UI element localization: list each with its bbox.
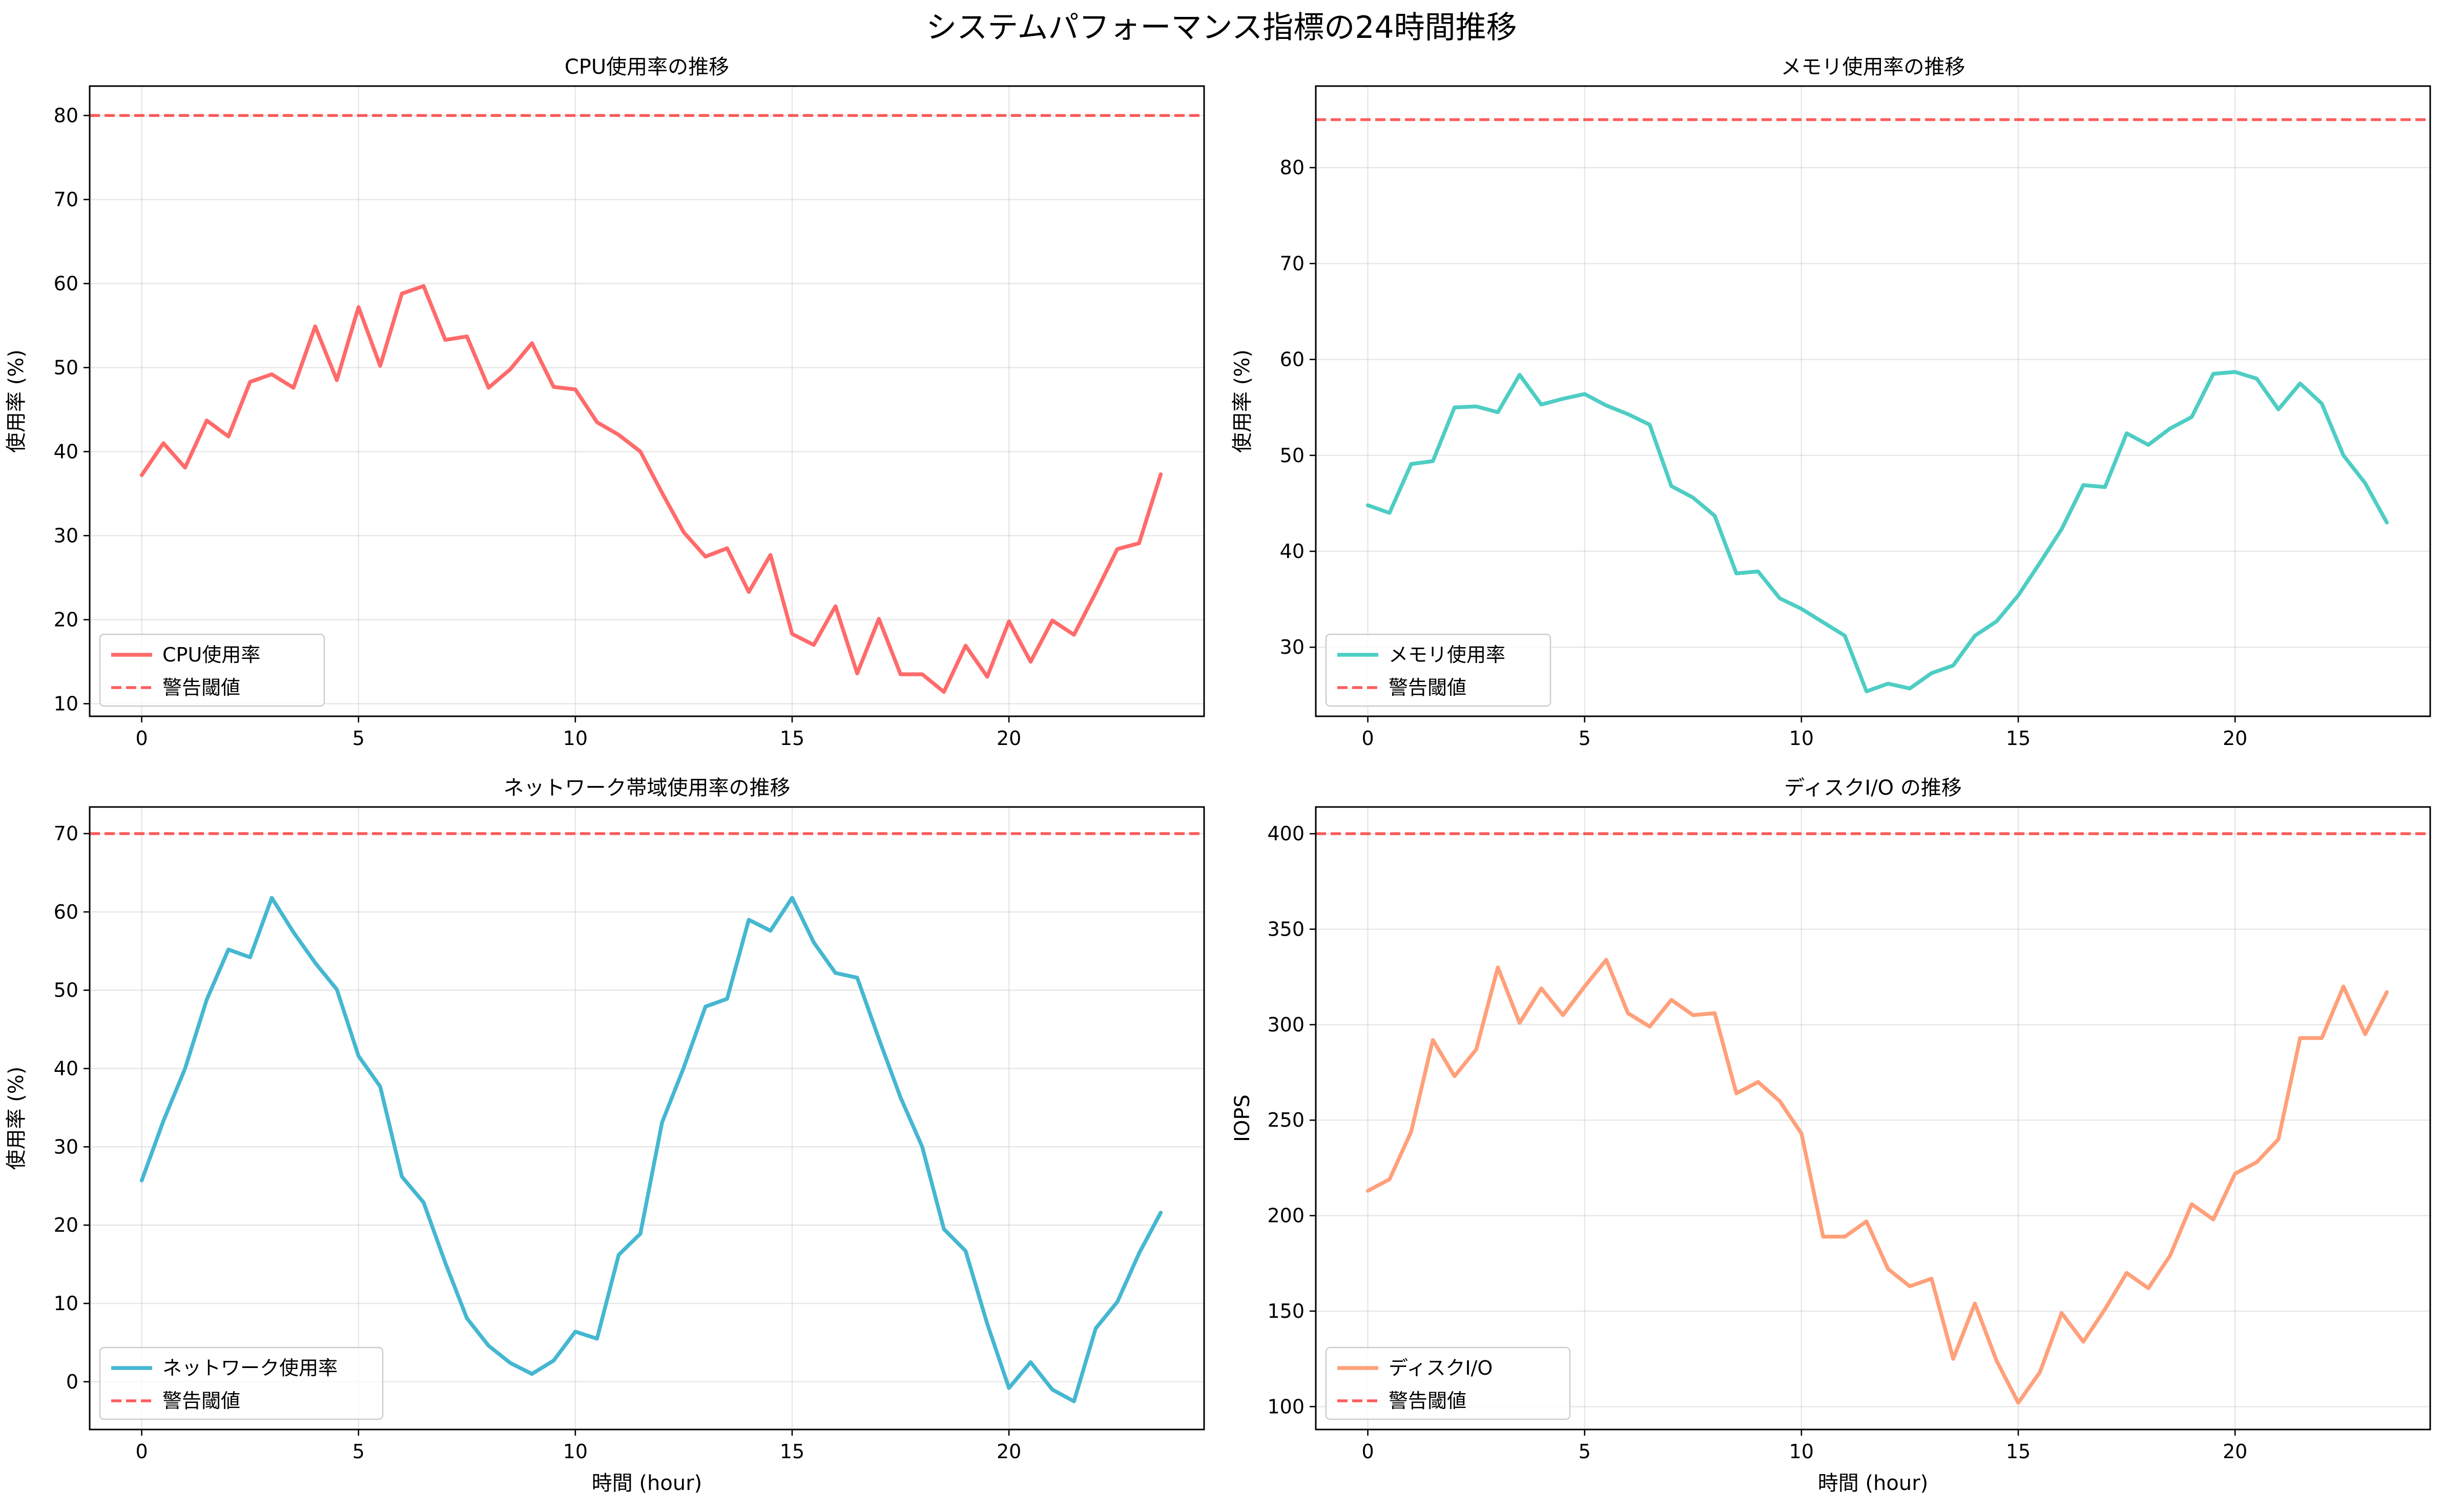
y-tick-label: 50 (54, 979, 78, 1002)
y-tick-label: 20 (54, 1214, 78, 1236)
legend-box (1325, 1347, 1571, 1420)
x-tick-label: 10 (1789, 727, 1814, 750)
x-tick-label: 20 (997, 1440, 1021, 1463)
y-tick-label: 350 (1267, 918, 1305, 941)
legend-label: ネットワーク使用率 (162, 1357, 338, 1379)
y-tick-label: 80 (1280, 156, 1305, 179)
y-tick-label: 10 (54, 1292, 78, 1315)
y-tick-label: 50 (54, 356, 78, 379)
subplot-title: CPU使用率の推移 (565, 55, 729, 79)
series-line (139, 284, 1163, 694)
y-tick-label: 70 (1280, 252, 1305, 275)
y-tick-label: 30 (1280, 636, 1305, 658)
y-tick-label: 200 (1267, 1205, 1305, 1227)
legend-label: メモリ使用率 (1389, 644, 1505, 666)
x-tick-label: 20 (2223, 1440, 2247, 1463)
legend-box (99, 633, 325, 707)
legend-label: 警告閾値 (162, 1390, 240, 1412)
figure-title: システムパフォーマンス指標の24時間推移 (926, 10, 1517, 46)
y-axis-label: 使用率 (%) (5, 349, 28, 453)
x-tick-label: 15 (780, 727, 804, 750)
x-tick-label: 0 (1361, 727, 1374, 750)
legend-label: 警告閾値 (162, 676, 240, 699)
subplot-title: メモリ使用率の推移 (1781, 55, 1965, 79)
legend-label: ディスクI/O (1389, 1357, 1493, 1379)
y-tick-label: 30 (54, 524, 78, 547)
x-tick-label: 20 (997, 727, 1021, 750)
x-tick-label: 20 (2223, 727, 2247, 750)
x-tick-label: 10 (563, 1440, 588, 1463)
y-tick-label: 50 (1280, 444, 1305, 467)
x-tick-label: 10 (563, 727, 588, 750)
y-axis-label: 使用率 (%) (5, 1067, 28, 1170)
chart-panel-3: 0 5 10 15 20 0 10 20 30 40 50 60 70 ネットワーク帯域使用率の推移使用率… (5, 776, 1205, 1495)
x-tick-label: 5 (1579, 727, 1591, 750)
plot-frame (89, 85, 1205, 717)
y-tick-label: 10 (54, 692, 78, 715)
y-tick-label: 70 (54, 822, 78, 845)
series-line (1365, 370, 2389, 694)
x-tick-label: 5 (353, 1440, 365, 1463)
legend: ディスクI/O 警告閾値 (1325, 1347, 1571, 1420)
x-tick-label: 10 (1789, 1440, 1814, 1463)
plot-frame (1315, 85, 2431, 717)
y-tick-label: 60 (54, 901, 78, 923)
legend-box (1325, 633, 1551, 707)
subplot-title: ディスクI/O の推移 (1784, 776, 1962, 800)
y-axis-label: 使用率 (%) (1231, 349, 1254, 453)
legend-label: 警告閾値 (1389, 676, 1466, 699)
x-tick-label: 15 (780, 1440, 804, 1463)
y-tick-label: 0 (66, 1371, 78, 1393)
chart-panel-4: 0 5 10 15 20 100 150 200 250 300 350 400 ディスクI/O の推移… (1231, 776, 2431, 1495)
y-tick-label: 30 (54, 1135, 78, 1158)
x-tick-label: 5 (353, 727, 365, 750)
series-line (139, 896, 1163, 1403)
y-tick-label: 70 (54, 188, 78, 211)
legend-label: CPU使用率 (162, 644, 260, 666)
y-tick-label: 80 (54, 104, 78, 127)
x-tick-label: 0 (135, 727, 148, 750)
plot-frame (1315, 806, 2431, 1431)
x-tick-label: 5 (1579, 1440, 1591, 1463)
x-tick-label: 0 (135, 1440, 148, 1463)
y-tick-label: 60 (1280, 348, 1305, 371)
y-tick-label: 300 (1267, 1013, 1305, 1036)
x-axis-label: 時間 (hour) (592, 1472, 702, 1495)
y-tick-label: 20 (54, 608, 78, 631)
x-tick-label: 15 (2006, 1440, 2031, 1463)
y-tick-label: 400 (1267, 822, 1305, 845)
y-tick-label: 40 (1280, 540, 1305, 563)
subplot-title: ネットワーク帯域使用率の推移 (504, 776, 791, 800)
x-tick-label: 0 (1361, 1440, 1374, 1463)
y-tick-label: 150 (1267, 1300, 1305, 1322)
legend-label: 警告閾値 (1389, 1390, 1466, 1412)
x-axis-label: 時間 (hour) (1818, 1472, 1929, 1495)
series-line (1365, 958, 2389, 1405)
plot-frame (89, 806, 1205, 1431)
y-tick-label: 100 (1267, 1395, 1305, 1418)
y-tick-label: 40 (54, 1057, 78, 1080)
y-tick-label: 60 (54, 272, 78, 295)
legend-box (99, 1347, 384, 1420)
y-axis-label: IOPS (1231, 1094, 1254, 1142)
y-tick-label: 40 (54, 440, 78, 463)
y-tick-label: 250 (1267, 1109, 1305, 1131)
x-tick-label: 15 (2006, 727, 2031, 750)
